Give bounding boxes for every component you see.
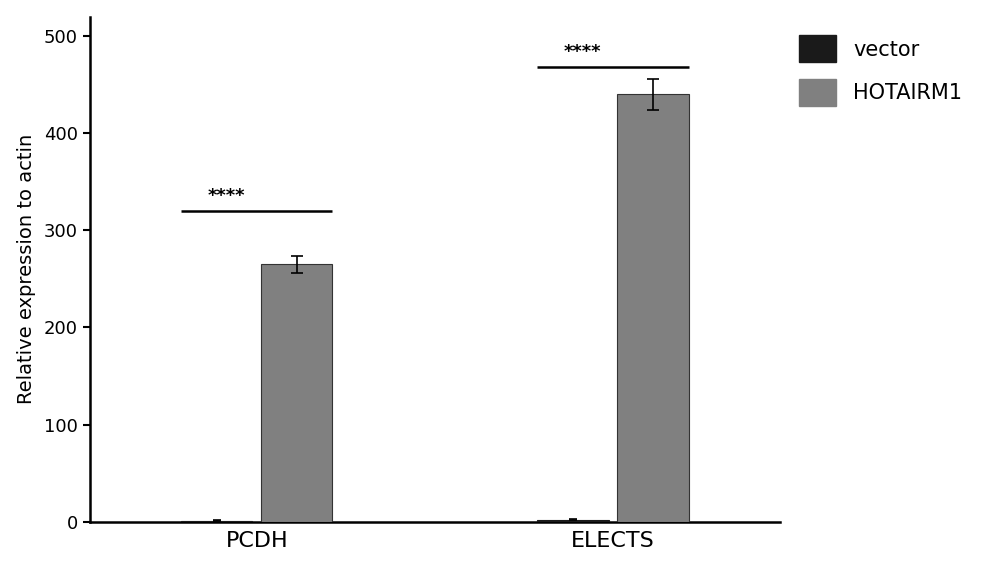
Y-axis label: Relative expression to actin: Relative expression to actin [17, 134, 36, 404]
Text: ****: **** [564, 43, 601, 61]
Bar [537, 520, 609, 521]
Bar [261, 264, 332, 521]
Text: ****: **** [208, 187, 245, 205]
Bar [617, 94, 689, 521]
Legend: vector, HOTAIRM1: vector, HOTAIRM1 [790, 27, 970, 114]
